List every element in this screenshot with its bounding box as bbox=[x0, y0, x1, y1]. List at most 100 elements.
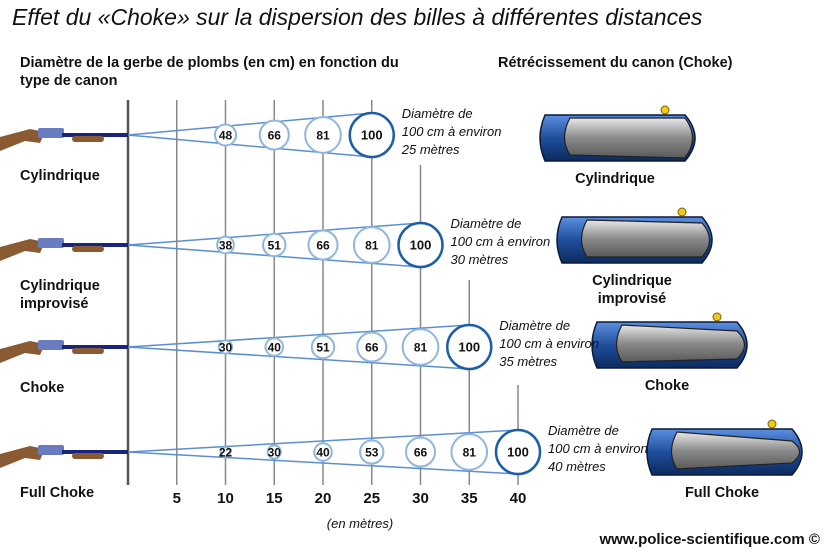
row-label: Choke bbox=[20, 380, 64, 396]
pattern-circle-10m bbox=[217, 339, 234, 355]
pattern-circle-15m bbox=[258, 119, 290, 151]
distance-note: Diamètre de bbox=[499, 318, 570, 333]
right-heading: Rétrécissement du canon (Choke) bbox=[498, 55, 733, 71]
pattern-circle-20m bbox=[304, 116, 342, 154]
pattern-circle-10m bbox=[219, 446, 232, 458]
pattern-circle-15m bbox=[264, 337, 285, 357]
distance-note: 100 cm à environ bbox=[548, 441, 648, 456]
distance-label-10: 10 bbox=[217, 490, 234, 507]
front-sight-bead bbox=[712, 312, 722, 322]
pattern-value: 100 bbox=[361, 128, 383, 143]
pattern-circle-20m bbox=[310, 334, 336, 360]
pattern-value: 100 bbox=[507, 445, 529, 460]
footer-credit: www.police-scientifique.com © bbox=[599, 531, 820, 548]
gun-forend bbox=[72, 246, 104, 252]
choke-barrel-icon bbox=[539, 105, 696, 162]
gun-forend bbox=[72, 453, 104, 459]
distance-note: 40 mètres bbox=[548, 459, 606, 474]
gun-receiver bbox=[38, 128, 64, 138]
distance-label-40: 40 bbox=[510, 490, 527, 507]
gun-barrel bbox=[62, 345, 128, 349]
pattern-value: 40 bbox=[268, 341, 282, 355]
pattern-value: 81 bbox=[414, 341, 428, 355]
pattern-circle-25m bbox=[356, 331, 388, 363]
pattern-circle-15m bbox=[262, 232, 287, 258]
gun-receiver bbox=[38, 238, 64, 248]
shot-cone bbox=[127, 324, 470, 370]
pattern-circle-15m bbox=[266, 444, 282, 460]
distance-label-15: 15 bbox=[266, 490, 283, 507]
left-heading: Diamètre de la gerbe de plombs (en cm) e… bbox=[20, 55, 399, 89]
pattern-value: 81 bbox=[316, 129, 330, 143]
distance-note: 25 mètres bbox=[401, 142, 460, 157]
pattern-circle-30m bbox=[404, 436, 437, 468]
pattern-circle-40m bbox=[494, 428, 542, 476]
gun-stock bbox=[0, 446, 45, 468]
gun-stock bbox=[0, 341, 45, 363]
pattern-value: 81 bbox=[463, 446, 477, 460]
row-label: Cylindrique bbox=[20, 278, 100, 294]
pattern-circle-20m bbox=[307, 229, 339, 261]
gun-stock bbox=[0, 129, 45, 151]
pattern-circle-25m bbox=[359, 439, 385, 465]
gun-forend bbox=[72, 348, 104, 354]
row-3 bbox=[0, 312, 748, 371]
pattern-value: 66 bbox=[316, 239, 330, 253]
barrel-bore bbox=[580, 219, 711, 258]
pattern-value: 81 bbox=[365, 239, 379, 253]
pattern-circle-30m bbox=[401, 328, 440, 366]
choke-label: Choke bbox=[645, 378, 689, 394]
pattern-circle-30m bbox=[397, 221, 444, 269]
pattern-value: 51 bbox=[268, 239, 282, 253]
gun-barrel bbox=[62, 450, 128, 454]
row-2 bbox=[0, 207, 713, 269]
pattern-value: 38 bbox=[219, 239, 233, 253]
distance-note: 30 mètres bbox=[451, 252, 509, 267]
front-sight-bead bbox=[660, 105, 670, 115]
pattern-value: 66 bbox=[268, 129, 282, 143]
distance-note: 100 cm à environ bbox=[402, 124, 502, 139]
shotgun-icon bbox=[0, 445, 128, 468]
choke-label: improvisé bbox=[598, 291, 667, 307]
gun-forend bbox=[72, 136, 104, 142]
shotgun-icon bbox=[0, 128, 128, 151]
pattern-value: 66 bbox=[365, 341, 379, 355]
pattern-value: 30 bbox=[268, 446, 282, 460]
row-1 bbox=[0, 105, 696, 162]
distance-note: Diamètre de bbox=[548, 423, 619, 438]
pattern-value: 30 bbox=[219, 341, 233, 355]
distance-label-5: 5 bbox=[173, 490, 181, 507]
choke-label: Cylindrique bbox=[592, 273, 672, 289]
pattern-circle-20m bbox=[313, 442, 333, 462]
front-sight-bead bbox=[767, 419, 777, 429]
pattern-value: 66 bbox=[414, 446, 428, 460]
gun-receiver bbox=[38, 445, 64, 455]
pattern-value: 22 bbox=[219, 446, 233, 460]
choke-barrel-icon bbox=[591, 312, 748, 369]
gun-barrel bbox=[62, 133, 128, 137]
pattern-value: 51 bbox=[316, 341, 330, 355]
pattern-circle-10m bbox=[213, 123, 238, 147]
choke-barrel-icon bbox=[646, 419, 803, 476]
barrel-bore bbox=[670, 431, 801, 470]
choke-label: Full Choke bbox=[685, 485, 759, 501]
pattern-value: 100 bbox=[458, 340, 480, 355]
pattern-value: 48 bbox=[219, 129, 233, 143]
row-label: Cylindrique bbox=[20, 168, 100, 184]
pattern-value: 53 bbox=[365, 446, 379, 460]
distance-note: Diamètre de bbox=[402, 106, 473, 121]
shot-cone bbox=[127, 429, 519, 475]
distance-note: Diamètre de bbox=[451, 216, 522, 231]
shot-cone bbox=[127, 112, 372, 158]
row-4 bbox=[0, 419, 803, 476]
row-label: improvisé bbox=[20, 296, 89, 312]
pattern-value: 100 bbox=[410, 238, 432, 253]
distance-note: 35 mètres bbox=[499, 354, 557, 369]
barrel-bore bbox=[615, 324, 746, 363]
pattern-circle-25m bbox=[348, 111, 395, 159]
choke-label: Cylindrique bbox=[575, 171, 655, 187]
gun-receiver bbox=[38, 340, 64, 350]
distance-label-25: 25 bbox=[363, 490, 380, 507]
